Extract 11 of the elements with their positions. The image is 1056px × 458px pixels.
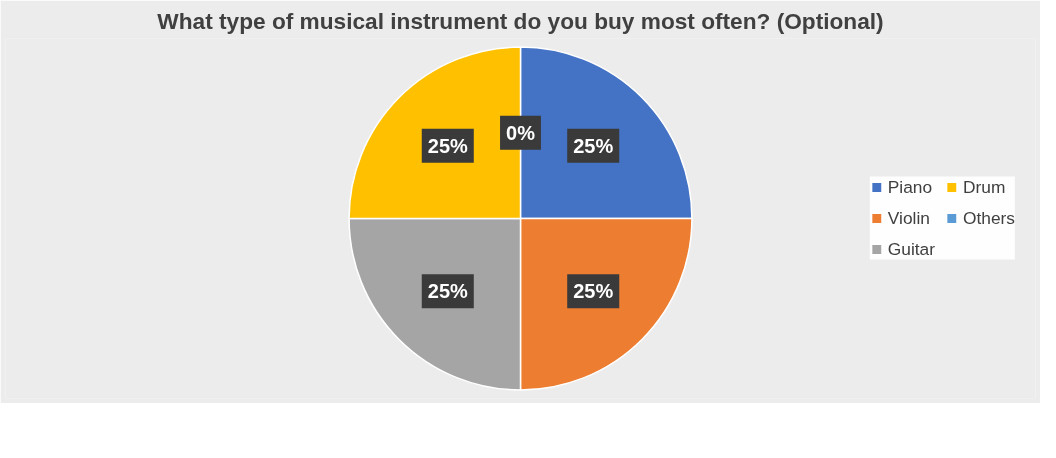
- data-label: 25%: [573, 134, 614, 157]
- legend-label: Violin: [887, 207, 930, 229]
- legend-label: Guitar: [887, 238, 935, 260]
- data-label: 25%: [573, 280, 614, 303]
- data-label: 25%: [427, 280, 468, 303]
- data-label: 25%: [427, 134, 468, 157]
- legend-label: Others: [962, 207, 1015, 229]
- text: 0%: [506, 121, 535, 144]
- legend-label: Drum: [962, 176, 1006, 198]
- legend-label: Piano: [887, 176, 933, 198]
- chart-title: What type of musical instrument do you buy most often? (Optional): [157, 7, 884, 34]
